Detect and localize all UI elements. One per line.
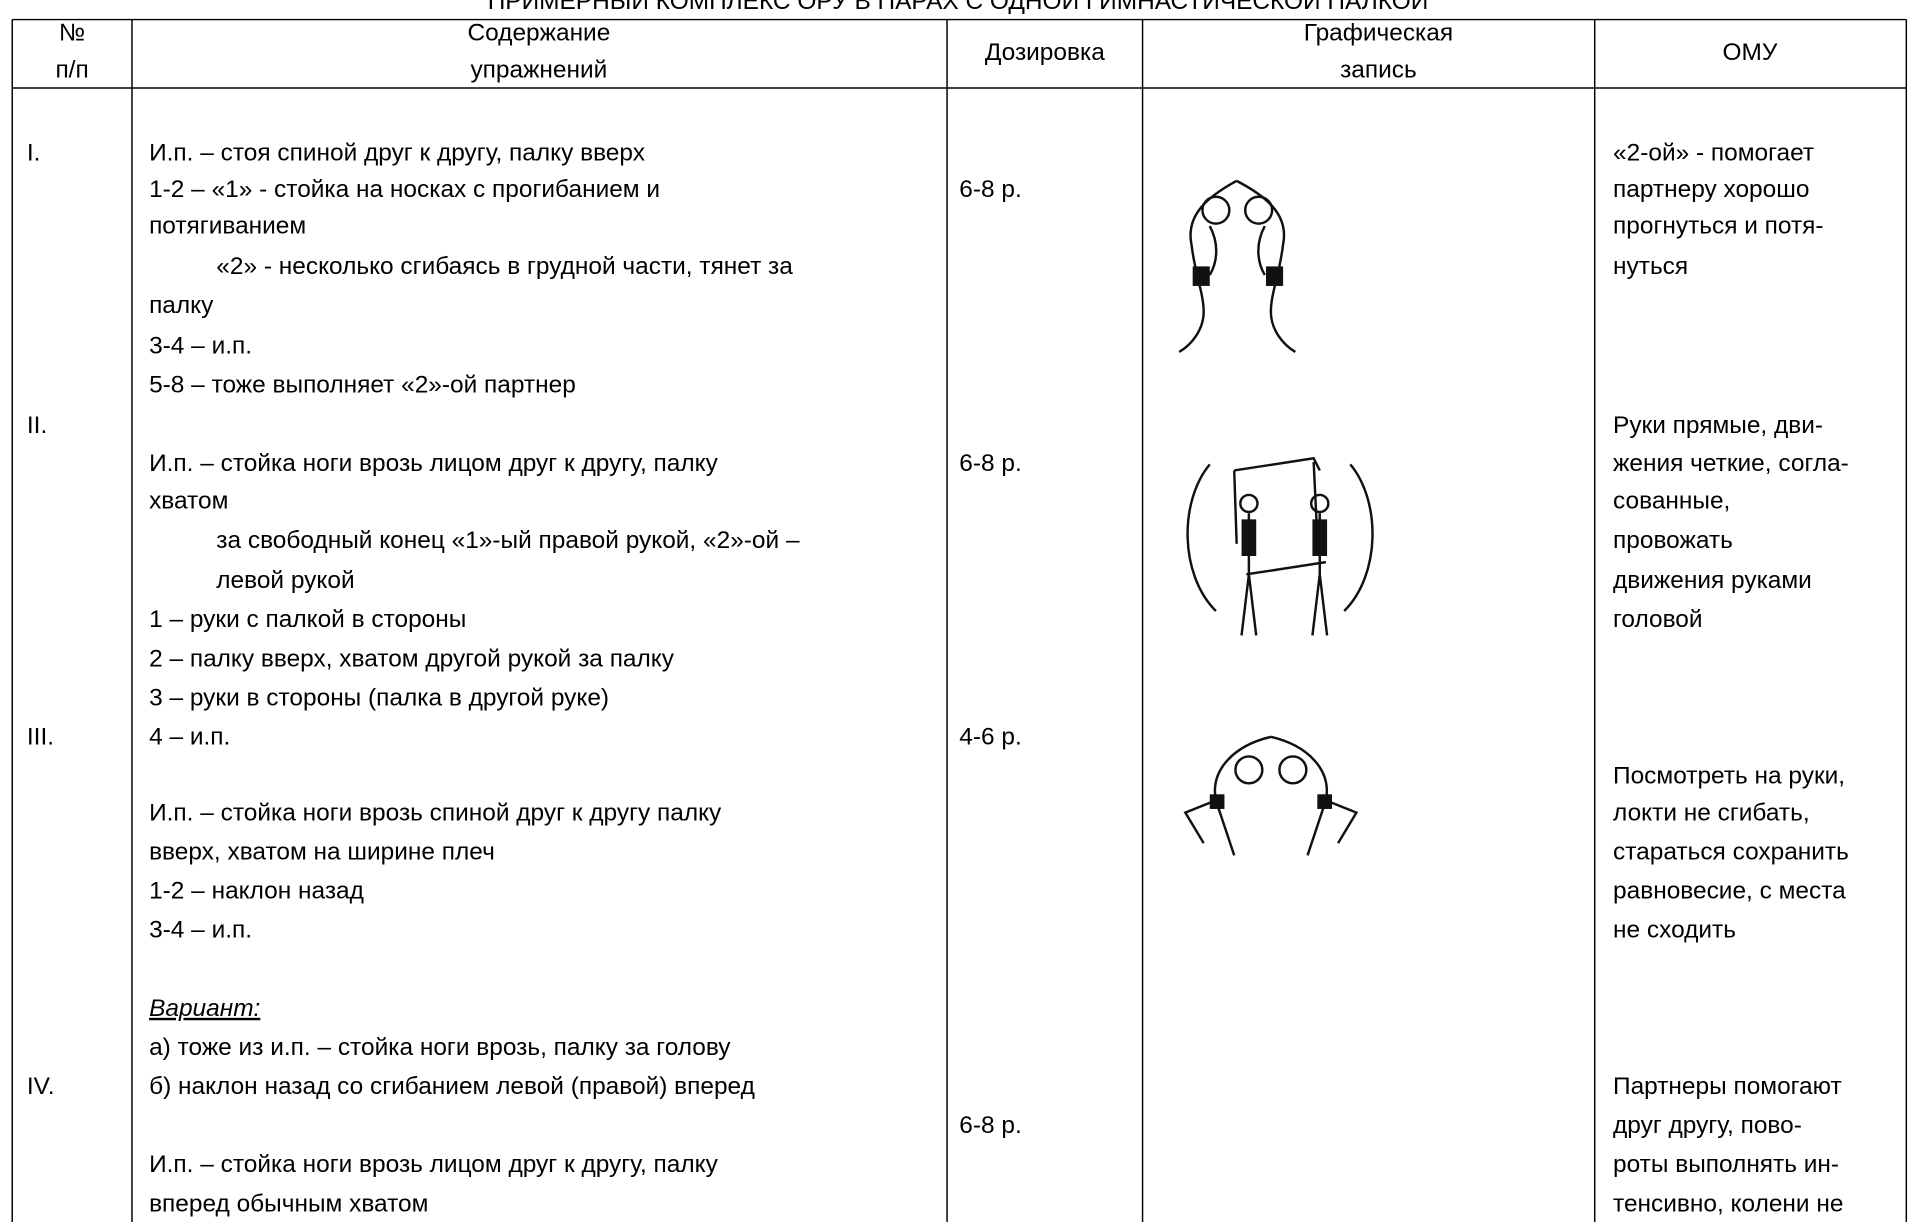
exercise-line: И.п. – стоя спиной друг к другу, палку в…	[149, 139, 645, 166]
title: ПРИМЕРНЫЙ КОМПЛЕКС ОРУ В ПАРАХ С ОДНОЙ Г…	[488, 0, 1429, 15]
row-number: III.	[27, 724, 54, 751]
exercise-line: 1-2 – наклон назад	[149, 878, 364, 905]
omu-line: не сходить	[1613, 917, 1736, 944]
exercise-line: 2 – палку вверх, хватом другой рукой за …	[149, 645, 675, 672]
exercise-line: 3-4 – и.п.	[149, 917, 252, 944]
omu-line: «2-ой» - помогает	[1613, 139, 1814, 166]
omu-line: роты выполнять ин-	[1613, 1151, 1839, 1178]
omu-line: стараться сохранить	[1613, 838, 1849, 865]
exercise-line: И.п. – стойка ноги врозь лицом друг к др…	[149, 450, 718, 477]
omu-line: сованные,	[1613, 488, 1730, 515]
exercise-line: 4 – и.п.	[149, 724, 230, 751]
row-number: I.	[27, 139, 41, 166]
omu-line: равновесие, с места	[1613, 878, 1846, 905]
header-cell: ОМУ	[1722, 39, 1777, 66]
exercise-line: вверх, хватом на ширине плеч	[149, 838, 495, 865]
figure-2	[1186, 456, 1374, 636]
figure-3	[1183, 735, 1359, 856]
exercise-line: а) тоже из и.п. – стойка ноги врозь, пал…	[149, 1034, 731, 1061]
header-cell: Дозировка	[985, 39, 1105, 66]
exercise-line: И.п. – стойка ноги врозь лицом друг к др…	[149, 1151, 718, 1178]
exercise-line: хватом	[149, 488, 228, 515]
header-cell: Графическая	[1304, 20, 1453, 47]
figure-1	[1178, 179, 1296, 353]
row-number: II.	[27, 412, 47, 439]
omu-line: прогнуться и потя-	[1613, 213, 1823, 240]
exercise-line: палку	[149, 292, 214, 319]
omu-line: головой	[1613, 606, 1703, 633]
exercise-line: 1-2 – «1» - стойка на носках с прогибани…	[149, 176, 660, 203]
exercise-line: 1 – руки с палкой в стороны	[149, 606, 466, 633]
exercise-line: 5-8 – тоже выполняет «2»-ой партнер	[149, 372, 576, 399]
header-cell: запись	[1340, 56, 1417, 83]
dosage: 6-8 р.	[959, 176, 1021, 203]
header-cell: п/п	[55, 56, 88, 83]
header-cell: упражнений	[470, 56, 607, 83]
omu-line: провожать	[1613, 527, 1733, 554]
exercise-line: «2» - несколько сгибаясь в грудной части…	[216, 253, 793, 280]
dosage: 4-6 р.	[959, 724, 1021, 751]
exercise-line: 3-4 – и.п.	[149, 333, 252, 360]
exercise-line: за свободный конец «1»-ый правой рукой, …	[216, 527, 800, 554]
omu-line: жения четкие, согла-	[1613, 450, 1849, 477]
header-cell: Содержание	[467, 20, 610, 47]
omu-line: Посмотреть на руки,	[1613, 763, 1845, 790]
omu-line: нуться	[1613, 253, 1688, 280]
header-cell: №	[59, 20, 85, 47]
exercise-line: вперед обычным хватом	[149, 1190, 428, 1217]
exercise-line: Вариант:	[149, 995, 260, 1022]
omu-line: локти не сгибать,	[1613, 799, 1810, 826]
dosage: 6-8 р.	[959, 450, 1021, 477]
omu-line: партнеру хорошо	[1613, 176, 1809, 203]
exercise-line: 3 – руки в стороны (палка в другой руке)	[149, 684, 609, 711]
row-number: IV.	[27, 1073, 55, 1100]
omu-line: движения руками	[1613, 567, 1812, 594]
omu-line: тенсивно, колени не	[1613, 1190, 1843, 1217]
exercise-line: б) наклон назад со сгибанием левой (прав…	[149, 1073, 755, 1100]
exercise-line: левой рукой	[216, 567, 354, 594]
dosage: 6-8 р.	[959, 1112, 1021, 1139]
omu-line: друг другу, пово-	[1613, 1112, 1802, 1139]
omu-line: Руки прямые, дви-	[1613, 412, 1823, 439]
omu-line: Партнеры помогают	[1613, 1073, 1842, 1100]
table: ПРИМЕРНЫЙ КОМПЛЕКС ОРУ В ПАРАХ С ОДНОЙ Г…	[11, 0, 1908, 1222]
exercise-line: потягиванием	[149, 213, 306, 240]
exercise-line: И.п. – стойка ноги врозь спиной друг к д…	[149, 799, 722, 826]
